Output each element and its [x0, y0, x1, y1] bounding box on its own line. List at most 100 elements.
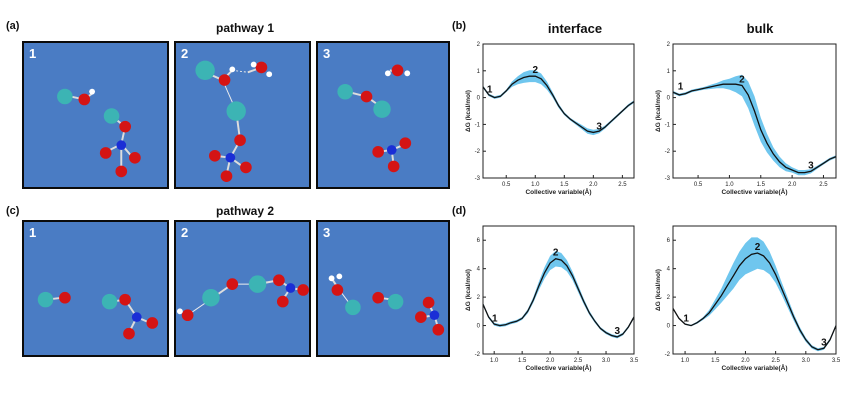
- state-marker-3: 3: [821, 337, 827, 348]
- y-axis-label: ΔG (kcal/mol): [655, 90, 662, 132]
- y-tick-label: 2: [477, 295, 481, 301]
- snapshot-step-number: 3: [323, 46, 331, 61]
- snapshot-p1-step2-molecules: [195, 60, 273, 182]
- x-tick-label: 1.5: [518, 358, 527, 364]
- snapshot-step-number: 2: [181, 225, 189, 240]
- bulk-column-title: bulk: [746, 21, 774, 36]
- panel-label-b: (b): [452, 20, 467, 32]
- x-tick-label: 2.5: [819, 182, 828, 188]
- state-marker-3: 3: [596, 121, 602, 132]
- snapshot-p1-step1: 1: [22, 41, 169, 189]
- y-tick-label: -3: [665, 176, 671, 182]
- x-tick-label: 2.0: [741, 358, 750, 364]
- plot-frame: [482, 225, 635, 355]
- y-tick-label: 1: [667, 69, 671, 75]
- snapshot-step-number: 3: [323, 225, 331, 240]
- interface-column-title: interface: [547, 21, 603, 36]
- free-energy-curve: [482, 75, 635, 134]
- y-tick-label: 6: [667, 238, 671, 244]
- y-tick-label: 4: [477, 267, 481, 273]
- x-tick-label: 1.0: [531, 182, 540, 188]
- snapshot-step-number: 1: [29, 46, 37, 61]
- y-tick-label: -3: [475, 176, 481, 182]
- x-tick-label: 1.0: [490, 358, 499, 364]
- x-tick-label: 0.5: [694, 182, 703, 188]
- x-tick-label: 1.0: [725, 182, 734, 188]
- free-energy-curve: [672, 252, 837, 351]
- y-tick-label: 2: [477, 42, 481, 48]
- free-energy-curve: [482, 257, 635, 338]
- state-marker-2: 2: [755, 242, 761, 253]
- x-tick-label: 2.0: [589, 182, 598, 188]
- y-tick-label: 6: [477, 238, 481, 244]
- x-axis-label: Collective variable(Å): [525, 363, 591, 372]
- x-tick-label: 2.5: [771, 358, 780, 364]
- snapshot-p2-step1: 1: [22, 220, 169, 357]
- state-marker-2: 2: [739, 75, 745, 86]
- y-tick-label: 1: [477, 69, 481, 75]
- snapshot-p2-step2: 2: [174, 220, 311, 357]
- snapshot-p1-step1-molecules: [57, 88, 141, 178]
- free-energy-curve: [672, 83, 837, 174]
- panel-label-a: (a): [6, 20, 20, 32]
- free-energy-charts-svg: 0.5 1.0 1.5 2.0 2.5 -3 -2 -1 0 1 2 Collective varia…: [465, 42, 841, 372]
- state-marker-1: 1: [683, 314, 689, 325]
- y-tick-label: 0: [667, 324, 671, 330]
- state-marker-3: 3: [614, 326, 620, 337]
- x-tick-label: 3.0: [802, 358, 811, 364]
- snapshot-p2-step3-molecules: [328, 273, 445, 336]
- uncertainty-band: [673, 237, 836, 352]
- snapshot-p2-step1-molecules: [37, 291, 159, 340]
- y-tick-label: -1: [665, 122, 671, 128]
- x-tick-label: 2.5: [618, 182, 627, 188]
- y-axis-label: ΔG (kcal/mol): [465, 269, 472, 311]
- plot-frame: [672, 43, 837, 179]
- snapshot-step-number: 1: [29, 225, 37, 240]
- state-marker-1: 1: [678, 82, 684, 93]
- y-tick-label: -2: [475, 352, 481, 358]
- y-axis-label: ΔG (kcal/mol): [465, 90, 472, 132]
- x-tick-label: 1.5: [757, 182, 766, 188]
- uncertainty-band: [483, 70, 634, 136]
- panel-label-d: (d): [452, 205, 467, 217]
- snapshot-p2-step2-molecules: [176, 274, 309, 322]
- y-tick-label: 2: [667, 42, 671, 48]
- snapshot-p2-step3: 3: [316, 220, 450, 357]
- snapshot-step-number: 2: [181, 46, 189, 61]
- x-tick-label: 0.5: [502, 182, 511, 188]
- y-axis-label: ΔG (kcal/mol): [655, 269, 662, 311]
- plot-frame: [672, 225, 837, 355]
- x-tick-label: 1.5: [560, 182, 569, 188]
- snapshot-p1-step2: 2: [174, 41, 311, 189]
- x-tick-label: 3.0: [602, 358, 611, 364]
- y-tick-label: 2: [667, 295, 671, 301]
- panel-label-c: (c): [6, 205, 20, 217]
- state-marker-1: 1: [492, 314, 498, 325]
- x-tick-label: 2.5: [574, 358, 583, 364]
- x-tick-label: 2.0: [788, 182, 797, 188]
- x-axis-label: Collective variable(Å): [525, 187, 591, 196]
- x-tick-label: 3.5: [832, 358, 841, 364]
- snapshot-p1-step3-molecules: [337, 64, 412, 173]
- x-tick-label: 1.5: [711, 358, 720, 364]
- y-tick-label: -1: [475, 122, 481, 128]
- uncertainty-band: [673, 74, 836, 176]
- pathway-2-title: pathway 2: [215, 204, 275, 218]
- x-axis-label: Collective variable(Å): [721, 363, 787, 372]
- y-tick-label: -2: [475, 149, 481, 155]
- pathway-1-title: pathway 1: [215, 21, 275, 35]
- snapshot-p1-step3: 3: [316, 41, 450, 189]
- y-tick-label: 0: [477, 324, 481, 330]
- x-axis-label: Collective variable(Å): [721, 187, 787, 196]
- x-tick-label: 3.5: [630, 358, 639, 364]
- y-tick-label: 4: [667, 267, 671, 273]
- state-marker-2: 2: [532, 65, 538, 76]
- x-tick-label: 2.0: [546, 358, 555, 364]
- state-marker-2: 2: [553, 248, 559, 259]
- plot-frame: [482, 43, 635, 179]
- y-tick-label: 0: [477, 96, 481, 102]
- state-marker-3: 3: [808, 160, 814, 171]
- free-energy-charts: 0.5 1.0 1.5 2.0 2.5 -3 -2 -1 0 1 2 Collective varia…: [460, 36, 850, 406]
- y-tick-label: 0: [667, 96, 671, 102]
- y-tick-label: -2: [665, 352, 671, 358]
